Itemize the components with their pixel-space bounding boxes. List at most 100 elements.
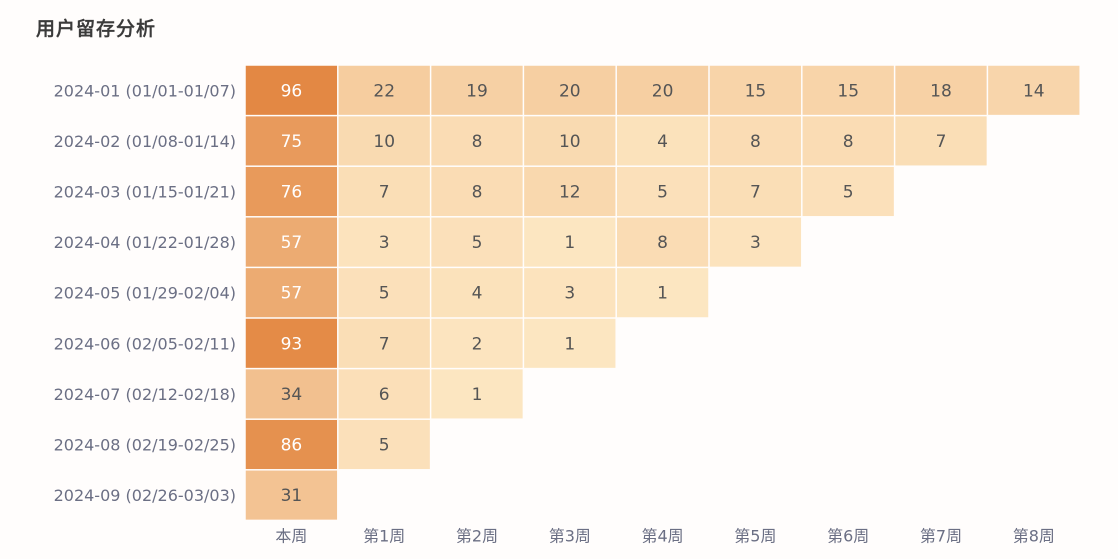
row-label: 2024-01 (01/01-01/07) — [54, 81, 236, 100]
heatmap-cell[interactable] — [709, 166, 802, 217]
heatmap-cell[interactable] — [245, 116, 338, 166]
heatmap-cell[interactable] — [616, 116, 709, 166]
cell-value-label: 8 — [750, 132, 761, 152]
row-label: 2024-07 (02/12-02/18) — [54, 385, 236, 404]
heatmap-cell[interactable] — [616, 166, 709, 217]
cell-value-label: 57 — [281, 233, 303, 253]
cell-value-label: 4 — [657, 132, 668, 152]
cell-value-label: 6 — [379, 385, 390, 405]
cell-value-label: 86 — [281, 436, 303, 456]
row-label: 2024-08 (02/19-02/25) — [54, 436, 236, 455]
heatmap-cell[interactable] — [988, 65, 1080, 115]
heatmap-cell[interactable] — [709, 217, 802, 267]
heatmap-cell[interactable] — [524, 65, 616, 115]
cell-value-label: 1 — [564, 334, 575, 354]
row-label: 2024-06 (02/05-02/11) — [54, 334, 236, 353]
heatmap-cell[interactable] — [245, 166, 338, 217]
heatmap-cell[interactable] — [245, 65, 338, 115]
cell-value-label: 3 — [564, 284, 575, 304]
row-label: 2024-03 (01/15-01/21) — [54, 183, 236, 202]
cell-value-label: 75 — [281, 132, 303, 152]
cell-value-label: 3 — [750, 233, 761, 253]
cell-value-label: 22 — [373, 81, 395, 101]
heatmap-cell[interactable] — [709, 65, 802, 115]
heatmap-cell[interactable] — [616, 65, 709, 115]
heatmap-cell[interactable] — [431, 65, 523, 115]
column-label: 第5周 — [734, 526, 776, 545]
heatmap-cell[interactable] — [524, 116, 616, 166]
heatmap-cell[interactable] — [245, 268, 338, 318]
heatmap-cell[interactable] — [338, 65, 430, 115]
row-label: 2024-02 (01/08-01/14) — [54, 132, 236, 151]
heatmap-cell[interactable] — [524, 166, 616, 217]
heatmap-cell[interactable] — [895, 116, 987, 166]
cell-value-label: 5 — [379, 436, 390, 456]
row-label: 2024-09 (02/26-03/03) — [54, 486, 236, 505]
column-labels: 本周 第1周 第2周 第3周 第4周 第5周 第6周 第7周 第8周 — [275, 526, 1055, 545]
cell-value-label: 19 — [466, 81, 488, 101]
column-label: 第2周 — [456, 526, 498, 545]
heatmap-cell[interactable] — [524, 268, 616, 318]
heatmap-cell[interactable] — [338, 116, 430, 166]
heatmap-cell[interactable] — [802, 116, 894, 166]
cell-value-label: 3 — [379, 233, 390, 253]
heatmap-cell[interactable] — [245, 318, 338, 368]
column-label: 第4周 — [642, 526, 684, 545]
heatmap-cell[interactable] — [338, 166, 430, 217]
cell-value-label: 7 — [936, 132, 947, 152]
column-label: 第3周 — [549, 526, 591, 545]
column-label: 第1周 — [363, 526, 405, 545]
cell-value-label: 5 — [379, 284, 390, 304]
heatmap-cell[interactable] — [338, 369, 430, 419]
heatmap-cell[interactable] — [431, 166, 523, 217]
cell-value-label: 93 — [281, 334, 303, 354]
row-label: 2024-05 (01/29-02/04) — [54, 284, 236, 303]
heatmap-cell[interactable] — [895, 65, 987, 115]
cell-value-label: 2 — [472, 334, 483, 354]
cell-value-label: 4 — [472, 284, 483, 304]
heatmap-cell[interactable] — [616, 268, 709, 318]
cell-value-label: 5 — [843, 183, 854, 203]
cell-value-label: 20 — [559, 81, 581, 101]
cell-value-label: 7 — [379, 183, 390, 203]
heatmap-cell[interactable] — [709, 116, 802, 166]
cell-value-label: 5 — [657, 183, 668, 203]
heatmap-cell[interactable] — [431, 318, 523, 368]
column-label: 本周 — [275, 526, 307, 545]
row-label: 2024-04 (01/22-01/28) — [54, 233, 236, 252]
heatmap-cell[interactable] — [338, 217, 430, 267]
cell-value-label: 10 — [373, 132, 395, 152]
heatmap-cell[interactable] — [431, 116, 523, 166]
heatmap-cell[interactable] — [524, 318, 616, 368]
heatmap-cell[interactable] — [245, 470, 338, 520]
cell-value-label: 8 — [472, 183, 483, 203]
cell-value-label: 1 — [564, 233, 575, 253]
cell-value-label: 5 — [472, 233, 483, 253]
cell-value-label: 8 — [657, 233, 668, 253]
heatmap-cell[interactable] — [245, 419, 338, 470]
heatmap-cell[interactable] — [431, 369, 523, 419]
cell-value-label: 34 — [281, 385, 303, 405]
heatmap-cell[interactable] — [245, 217, 338, 267]
column-label: 第8周 — [1013, 526, 1055, 545]
heatmap-cell[interactable] — [802, 65, 894, 115]
cell-value-label: 76 — [281, 183, 303, 203]
heatmap-cell[interactable] — [524, 217, 616, 267]
column-label: 第6周 — [827, 526, 869, 545]
cell-value-label: 8 — [843, 132, 854, 152]
heatmap-cell[interactable] — [431, 217, 523, 267]
heatmap-cell[interactable] — [245, 369, 338, 419]
heatmap-cell[interactable] — [338, 318, 430, 368]
heatmap-cell[interactable] — [431, 268, 523, 318]
heatmap-cell[interactable] — [338, 419, 430, 470]
heatmap-cell[interactable] — [338, 268, 430, 318]
cell-value-label: 20 — [652, 81, 674, 101]
heatmap-cell[interactable] — [802, 166, 894, 217]
column-label: 第7周 — [920, 526, 962, 545]
cell-value-label: 15 — [745, 81, 767, 101]
heatmap-cell[interactable] — [616, 217, 709, 267]
cell-value-label: 10 — [559, 132, 581, 152]
